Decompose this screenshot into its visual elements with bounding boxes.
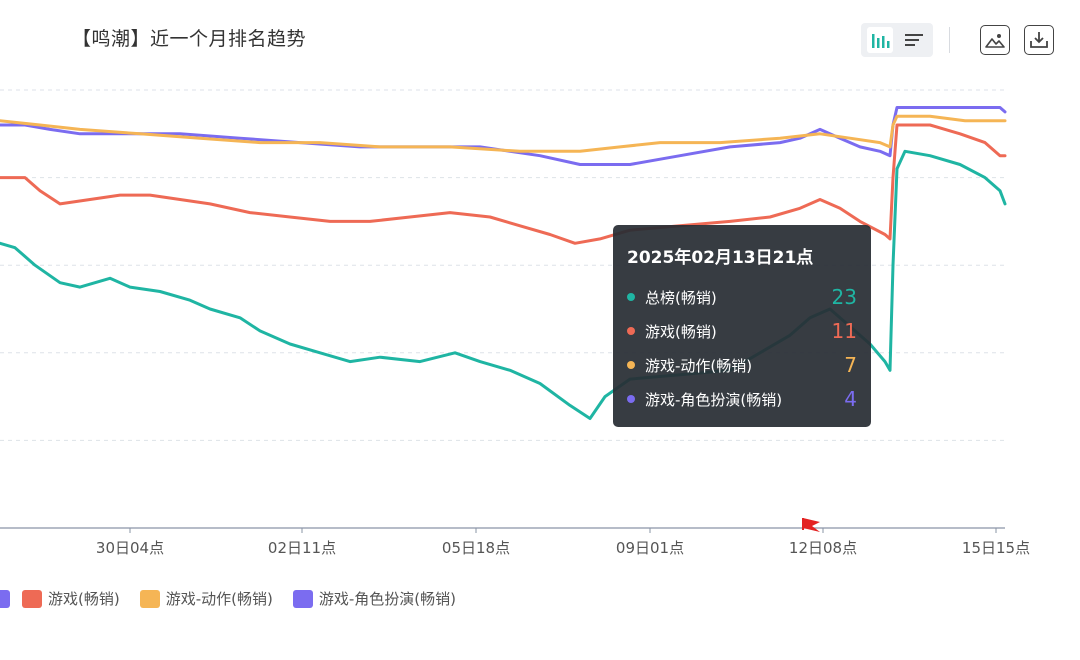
download-button[interactable] — [1024, 25, 1054, 55]
tooltip-value: 7 — [844, 353, 857, 377]
tooltip-dot — [627, 395, 635, 403]
tooltip-dot — [627, 293, 635, 301]
tooltip-series-name: 游戏-动作(畅销) — [645, 356, 753, 375]
tooltip-row-action: 游戏-动作(畅销) 7 — [627, 348, 857, 382]
legend-item-rpg[interactable]: 游戏-角色扮演(畅销) — [292, 588, 456, 609]
tooltip-value: 4 — [844, 387, 857, 411]
x-tick-label: 05日18点 — [442, 539, 510, 557]
x-tick-label: 15日15点 — [962, 539, 1030, 557]
legend-label: 游戏(畅销) — [48, 590, 120, 608]
legend-label: 游戏-角色扮演(畅销) — [318, 590, 456, 608]
legend-swatch — [292, 589, 313, 608]
x-tick-label: 30日04点 — [96, 539, 164, 557]
list-icon — [905, 34, 923, 46]
tooltip-series-name: 游戏-角色扮演(畅销) — [645, 390, 783, 409]
tooltip-series-name: 总榜(畅销) — [645, 288, 717, 307]
tooltip-series-name: 游戏(畅销) — [645, 322, 717, 341]
view-toggle — [861, 23, 933, 57]
bar-chart-icon — [872, 34, 890, 48]
legend-swatch — [22, 589, 42, 608]
x-tick-label: 02日11点 — [268, 539, 336, 557]
x-tick-label: 09日01点 — [616, 539, 684, 557]
tooltip-dot — [627, 361, 635, 369]
legend-swatch — [139, 589, 160, 608]
x-tick-label: 12日08点 — [789, 539, 857, 557]
list-view-button[interactable] — [901, 27, 927, 53]
chart-legend: 游戏(畅销) 游戏-动作(畅销) 游戏-角色扮演(畅销) — [0, 588, 476, 609]
series-line-2 — [0, 114, 1007, 153]
chart-view-button[interactable] — [867, 27, 893, 53]
tooltip-value: 11 — [831, 319, 857, 343]
trend-chart: 30日04点 02日11点 05日18点 09日01点 12日08点 15日15点 — [0, 89, 1030, 557]
tooltip-value: 23 — [831, 285, 857, 309]
image-icon — [985, 34, 1005, 48]
tooltip-dot — [627, 327, 635, 335]
save-image-button[interactable] — [980, 25, 1010, 55]
legend-item-action[interactable]: 游戏-动作(畅销) — [139, 588, 273, 609]
series-line-0 — [0, 149, 1007, 420]
legend-label: 游戏-动作(畅销) — [165, 590, 273, 608]
legend-item-game[interactable]: 游戏(畅销) — [22, 588, 120, 609]
tooltip-row-total: 总榜(畅销) 23 — [627, 280, 857, 314]
chart-toolbar — [861, 20, 1054, 60]
download-icon — [1030, 32, 1048, 48]
toolbar-divider — [949, 27, 950, 53]
tooltip-title: 2025年02月13日21点 — [627, 248, 814, 268]
tooltip-row-game: 游戏(畅销) 11 — [627, 314, 857, 348]
series-line-1 — [0, 123, 1007, 245]
legend-swatch-total — [0, 589, 10, 608]
flag-icon — [803, 518, 820, 532]
data-tooltip: 2025年02月13日21点 总榜(畅销) 23 游戏(畅销) 11 游戏-动作… — [613, 225, 871, 427]
tooltip-row-rpg: 游戏-角色扮演(畅销) 4 — [627, 382, 857, 416]
page-title: 【鸣潮】近一个月排名趋势 — [72, 28, 307, 50]
